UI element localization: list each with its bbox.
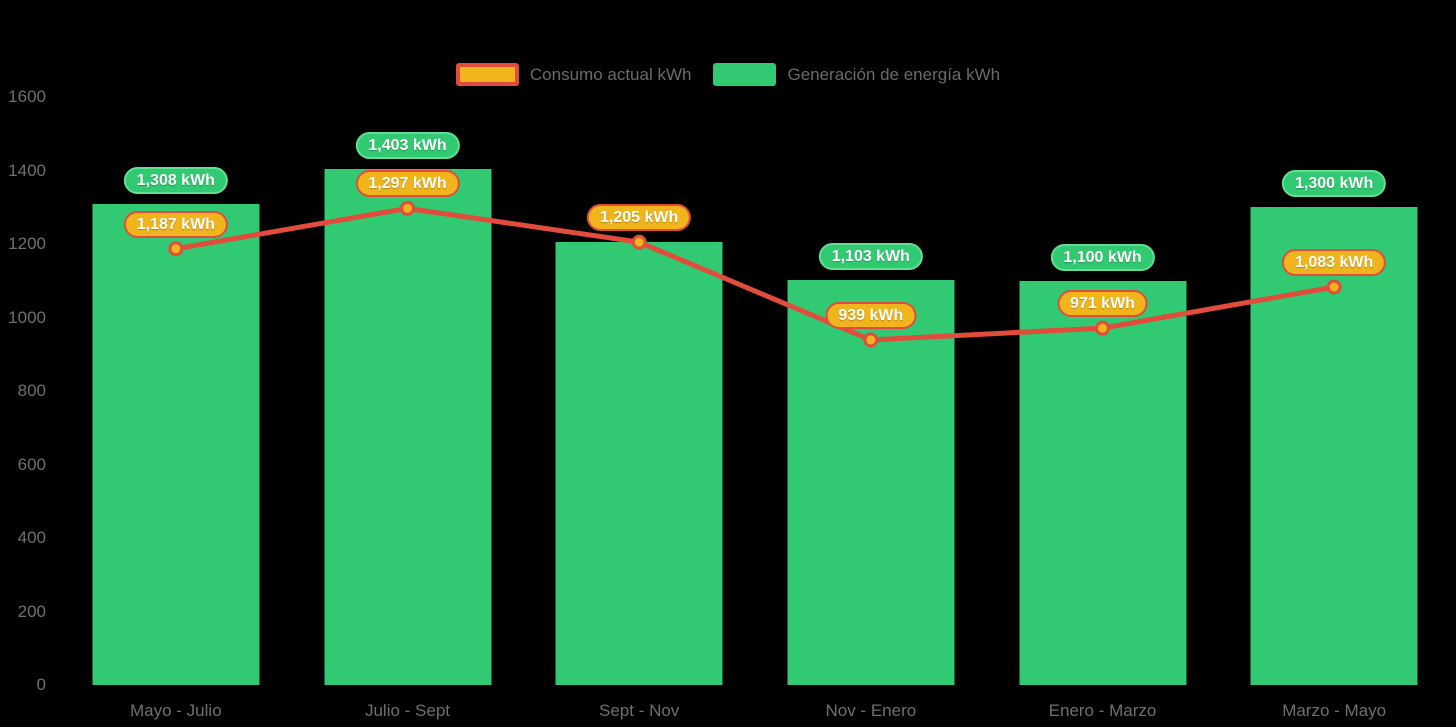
generation-bar[interactable] <box>92 204 260 685</box>
consumption-value-badge: 1,205 kWh <box>587 204 692 232</box>
consumption-value-badge: 939 kWh <box>825 301 917 329</box>
y-axis-label: 1400 <box>8 160 46 180</box>
x-axis-label: Nov - Enero <box>825 701 917 720</box>
legend-label-consumo: Consumo actual kWh <box>529 64 692 84</box>
generation-bar[interactable] <box>324 169 491 685</box>
y-axis-label: 1200 <box>8 234 46 253</box>
generation-bar[interactable] <box>1019 280 1186 685</box>
x-axis-label: Julio - Sept <box>364 701 451 720</box>
consumption-value-badge: 1,297 kWh <box>355 170 460 198</box>
y-axis-label: 400 <box>17 528 46 547</box>
x-axis-label: Sept - Nov <box>599 701 680 720</box>
consumo-swatch-icon <box>455 63 519 86</box>
y-axis-label: 1000 <box>8 307 46 327</box>
generation-value-badge: 1,103 kWh <box>818 242 923 270</box>
generation-value-badge: 1,100 kWh <box>1050 243 1155 271</box>
y-axis-label: 200 <box>17 601 46 621</box>
y-axis-label: 1600 <box>8 87 46 106</box>
generation-bar[interactable] <box>555 242 723 685</box>
y-axis-label: 600 <box>17 454 46 474</box>
generation-bar[interactable] <box>1250 207 1418 685</box>
generation-bar[interactable] <box>787 279 955 685</box>
legend-label-generacion: Generación de energía kWh <box>787 64 1001 84</box>
x-axis-label: Marzo - Mayo <box>1282 701 1387 720</box>
generation-value-badge: 1,300 kWh <box>1282 170 1387 198</box>
y-axis-label: 0 <box>36 675 46 694</box>
legend-item-consumo[interactable]: Consumo actual kWh <box>455 63 692 86</box>
consumption-value-badge: 1,083 kWh <box>1282 248 1387 276</box>
legend-item-generacion[interactable]: Generación de energía kWh <box>713 63 1000 86</box>
consumption-value-badge: 971 kWh <box>1057 290 1148 318</box>
generation-value-badge: 1,308 kWh <box>123 167 228 195</box>
x-axis-label: Mayo - Julio <box>130 701 222 720</box>
generation-value-badge: 1,403 kWh <box>355 132 460 160</box>
y-axis-label: 800 <box>17 381 46 400</box>
consumption-value-badge: 1,187 kWh <box>123 210 228 238</box>
chart-legend: Consumo actual kWh Generación de energía… <box>0 63 1456 86</box>
x-axis-label: Enero - Marzo <box>1048 701 1157 720</box>
generacion-swatch-icon <box>713 63 777 86</box>
